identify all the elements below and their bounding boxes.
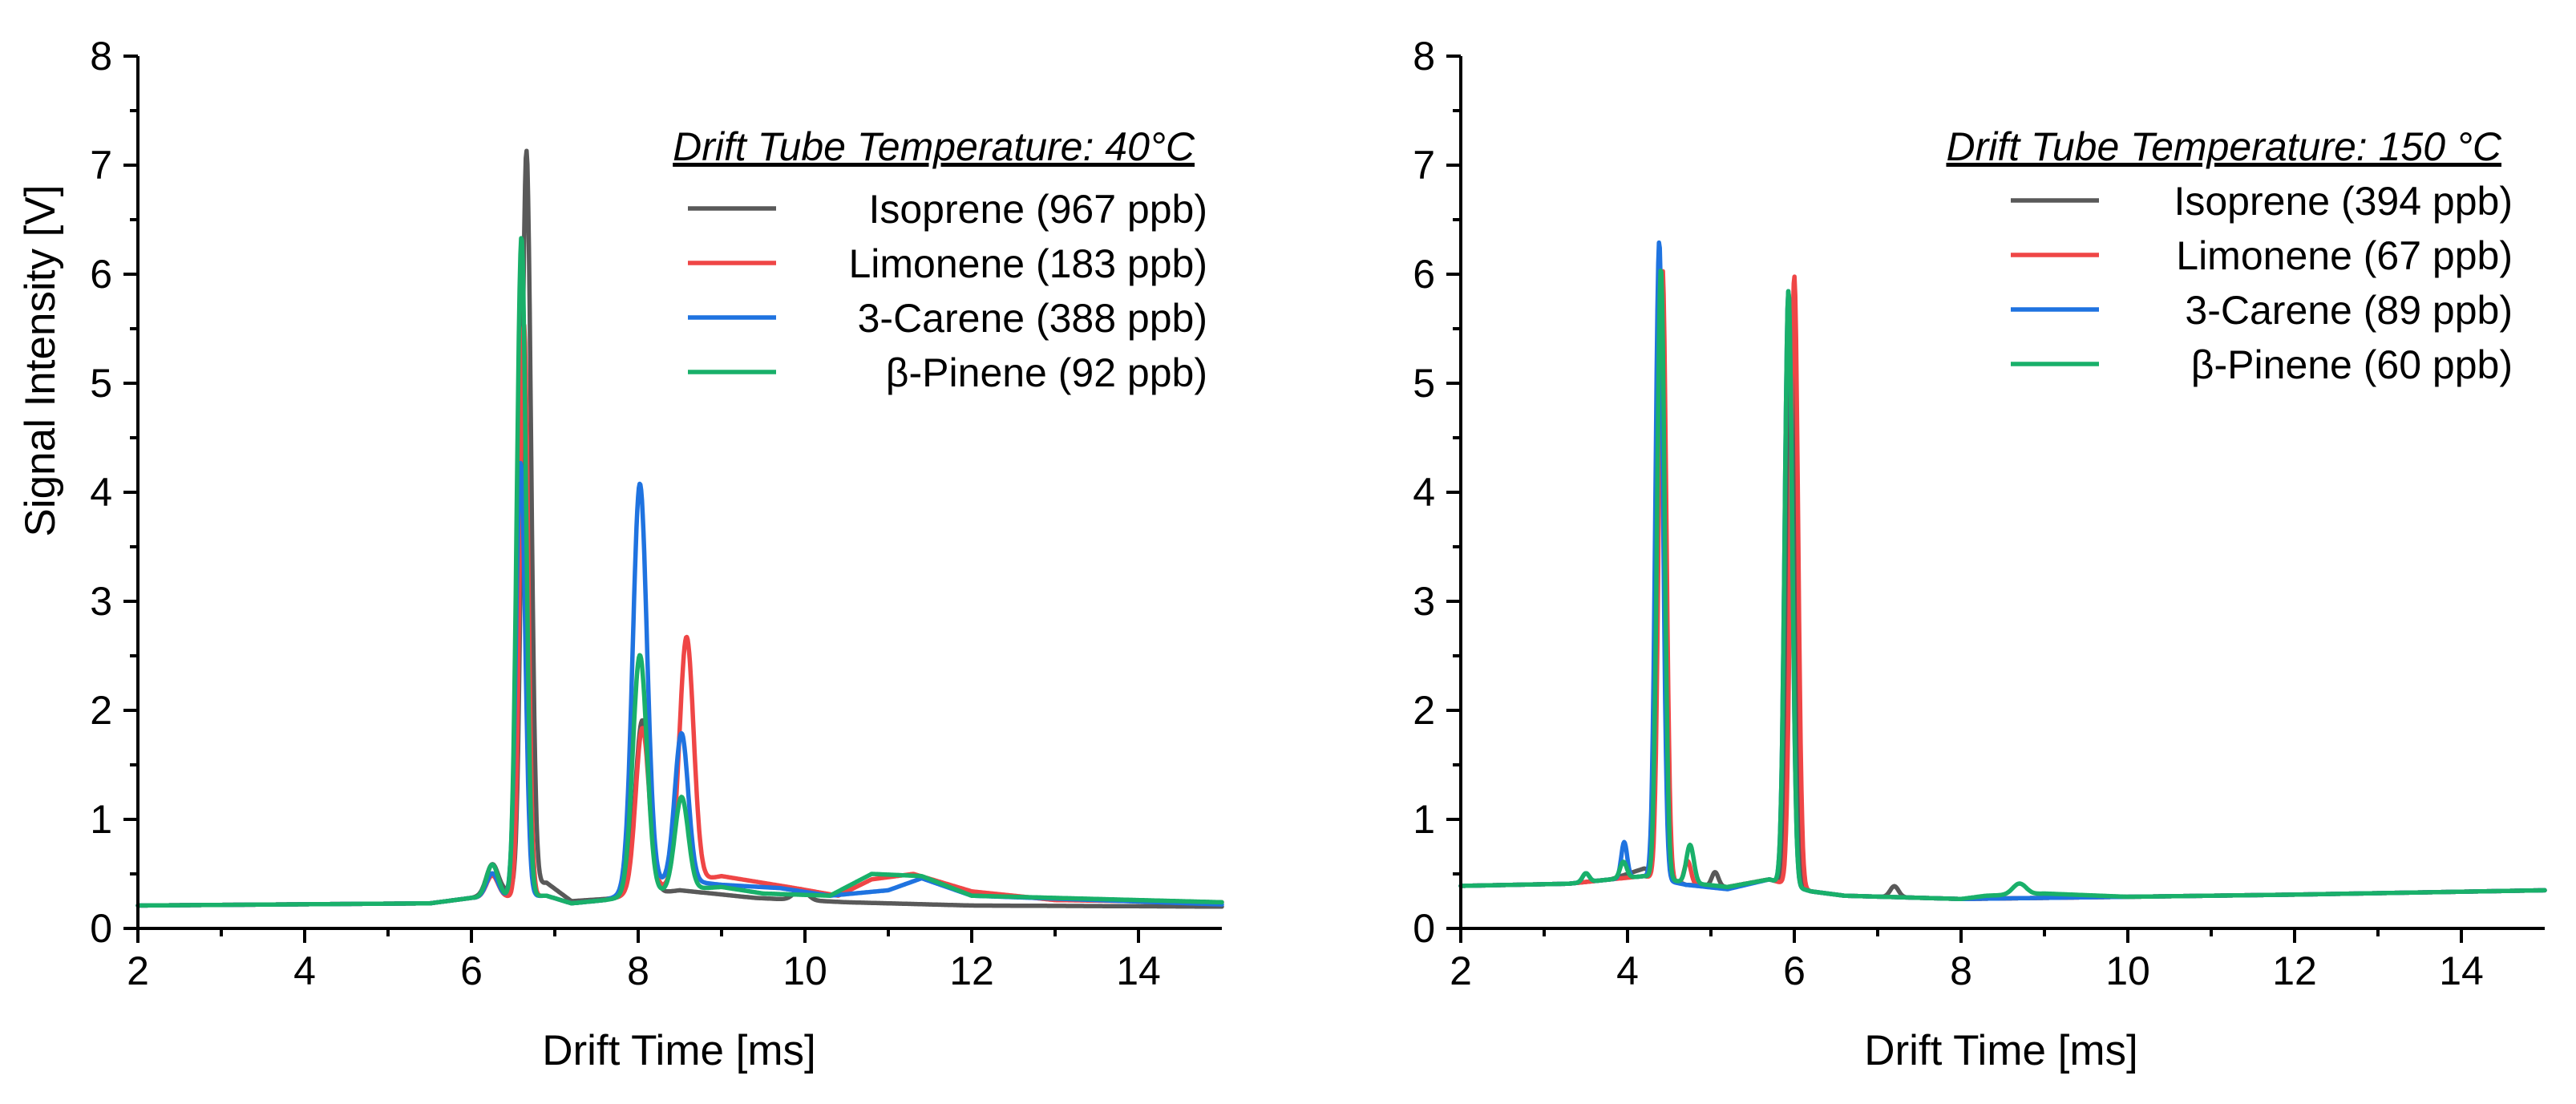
left-legend-label-pinene: β-Pinene (92 ppb) [886, 350, 1207, 395]
right-legend-label-carene: 3-Carene (89 ppb) [2185, 288, 2513, 333]
left-y-tick-label: 7 [90, 143, 112, 188]
right-series-pinene [1458, 269, 2547, 902]
right-y-tick-label: 5 [1413, 361, 1435, 406]
right-plot-traces [1458, 240, 2547, 902]
right-series-isoprene [1458, 308, 2547, 902]
right-x-tick-label: 2 [1450, 948, 1472, 993]
right-x-tick-label: 12 [2272, 948, 2317, 993]
left-x-tick-label: 10 [783, 948, 827, 993]
left-y-tick-label: 0 [90, 906, 112, 951]
right-legend: Drift Tube Temperature: 150 °C Isoprene … [1946, 124, 2513, 387]
left-x-axis-title: Drift Time [ms] [542, 1027, 816, 1074]
left-y-tick-label: 2 [90, 688, 112, 733]
right-y-tick-label: 7 [1413, 143, 1435, 188]
right-x-tick-label: 8 [1950, 948, 1972, 993]
left-y-tick-label: 1 [90, 797, 112, 842]
right-y-tick-label: 3 [1413, 579, 1435, 624]
right-x-tick-label: 10 [2105, 948, 2150, 993]
right-y-tick-label: 1 [1413, 797, 1435, 842]
left-y-tick-label: 5 [90, 361, 112, 406]
left-plot-traces [135, 148, 1224, 909]
right-y-tick-label: 0 [1413, 906, 1435, 951]
left-legend-title: Drift Tube Temperature: 40°C [673, 124, 1195, 169]
left-x-tick-label: 4 [293, 948, 316, 993]
left-legend: Drift Tube Temperature: 40°C Isoprene (9… [673, 124, 1207, 395]
left-series-pinene [135, 236, 1224, 908]
right-legend-title: Drift Tube Temperature: 150 °C [1946, 124, 2501, 169]
right-y-tick-label: 4 [1413, 470, 1435, 515]
left-y-tick-label: 3 [90, 579, 112, 624]
left-x-tick-label: 8 [627, 948, 649, 993]
left-series-limonene [135, 323, 1224, 908]
right-x-tick-label: 4 [1616, 948, 1639, 993]
left-x-tick-label: 12 [949, 948, 994, 993]
right-y-tick-label: 6 [1413, 252, 1435, 297]
right-x-axis-title: Drift Time [ms] [1864, 1027, 2138, 1074]
right-y-tick-label: 8 [1413, 34, 1435, 79]
right-x-tick-label: 14 [2439, 948, 2484, 993]
right-y-tick-label: 2 [1413, 688, 1435, 733]
left-legend-label-isoprene: Isoprene (967 ppb) [868, 187, 1207, 232]
right-legend-label-isoprene: Isoprene (394 ppb) [2174, 179, 2513, 224]
left-y-tick-label: 6 [90, 252, 112, 297]
right-legend-label-limonene: Limonene (67 ppb) [2176, 233, 2513, 278]
left-x-tick-label: 14 [1116, 948, 1161, 993]
left-legend-label-limonene: Limonene (183 ppb) [848, 241, 1207, 286]
left-y-tick-label: 4 [90, 470, 112, 515]
right-legend-label-pinene: β-Pinene (60 ppb) [2191, 342, 2513, 387]
left-y-tick-label: 8 [90, 34, 112, 79]
left-x-tick-label: 6 [460, 948, 483, 993]
left-legend-label-carene: 3-Carene (388 ppb) [858, 296, 1207, 341]
left-y-axis-title: Signal Intensity [V] [17, 185, 64, 537]
left-x-tick-label: 2 [127, 948, 149, 993]
right-x-tick-label: 6 [1783, 948, 1806, 993]
chart-left: Signal Intensity [V] Drift Time [ms] 2 4 6… [17, 34, 1224, 1074]
right-series-carene [1458, 240, 2547, 902]
